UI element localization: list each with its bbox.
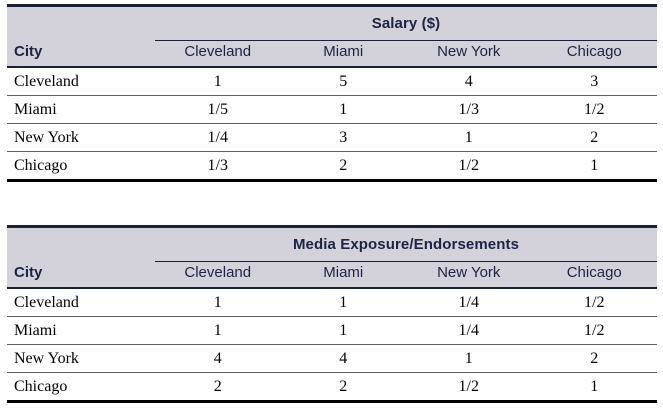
pairwise-table-media-exposure: Media Exposure/Endorsements City Clevela… bbox=[7, 225, 657, 403]
table-row: Chicago 2 2 1/2 1 bbox=[7, 373, 657, 400]
row-label: New York bbox=[14, 128, 79, 146]
table-title: Salary ($) bbox=[371, 15, 441, 32]
column-header: Cleveland bbox=[184, 264, 252, 281]
table-header-band: Salary ($) City Cleveland Miami New York… bbox=[7, 4, 657, 68]
cell: 1 bbox=[339, 321, 348, 339]
cell: 1 bbox=[213, 321, 222, 339]
column-header: Miami bbox=[323, 43, 364, 60]
table-row: Miami 1 1 1/4 1/2 bbox=[7, 317, 657, 345]
cell: 1 bbox=[590, 156, 599, 174]
cell: 2 bbox=[590, 128, 599, 146]
table-row: Chicago 1/3 2 1/2 1 bbox=[7, 152, 657, 179]
column-header: Cleveland bbox=[184, 43, 252, 60]
column-header-row: City Cleveland Miami New York Chicago bbox=[7, 264, 657, 281]
table-body: Cleveland 1 5 4 3 Miami 1/5 1 1/3 1/2 Ne… bbox=[7, 68, 657, 182]
column-header: New York bbox=[437, 264, 501, 281]
column-header-row: City Cleveland Miami New York Chicago bbox=[7, 43, 657, 60]
table-row: Cleveland 1 5 4 3 bbox=[7, 68, 657, 96]
table-row: Miami 1/5 1 1/3 1/2 bbox=[7, 96, 657, 124]
cell: 2 bbox=[339, 156, 348, 174]
cell: 1 bbox=[213, 293, 222, 311]
cell: 1 bbox=[339, 100, 348, 118]
cell: 1/5 bbox=[207, 100, 228, 118]
cell: 1/3 bbox=[207, 156, 228, 174]
corner-header: City bbox=[14, 43, 43, 60]
pairwise-table-salary: Salary ($) City Cleveland Miami New York… bbox=[7, 4, 657, 182]
cell: 1/2 bbox=[584, 321, 605, 339]
cell: 3 bbox=[590, 72, 599, 90]
cell: 5 bbox=[339, 72, 348, 90]
cell: 1/4 bbox=[458, 293, 479, 311]
cell: 2 bbox=[590, 349, 599, 367]
cell: 1/2 bbox=[584, 100, 605, 118]
cell: 3 bbox=[339, 128, 348, 146]
spanner-rule bbox=[155, 40, 657, 41]
row-label: Cleveland bbox=[14, 72, 79, 90]
cell: 2 bbox=[339, 377, 348, 395]
row-label: Chicago bbox=[14, 156, 68, 174]
cell: 1/3 bbox=[458, 100, 479, 118]
table-row: New York 4 4 1 2 bbox=[7, 345, 657, 373]
cell: 4 bbox=[213, 349, 222, 367]
cell: 4 bbox=[339, 349, 348, 367]
table-body: Cleveland 1 1 1/4 1/2 Miami 1 1 1/4 1/2 … bbox=[7, 289, 657, 403]
cell: 1/2 bbox=[458, 377, 479, 395]
column-header: Miami bbox=[323, 264, 364, 281]
column-header: New York bbox=[437, 43, 501, 60]
corner-header: City bbox=[14, 264, 43, 281]
column-header: Chicago bbox=[566, 43, 622, 60]
cell: 1/4 bbox=[207, 128, 228, 146]
row-label: Miami bbox=[14, 321, 57, 339]
table-header-band: Media Exposure/Endorsements City Clevela… bbox=[7, 225, 657, 289]
cell: 1 bbox=[213, 72, 222, 90]
table-row: Cleveland 1 1 1/4 1/2 bbox=[7, 289, 657, 317]
column-header: Chicago bbox=[566, 264, 622, 281]
cell: 1 bbox=[464, 128, 473, 146]
cell: 4 bbox=[464, 72, 473, 90]
cell: 1/4 bbox=[458, 321, 479, 339]
spanner-rule bbox=[155, 261, 657, 262]
table-row: New York 1/4 3 1 2 bbox=[7, 124, 657, 152]
cell: 1 bbox=[464, 349, 473, 367]
cell: 1 bbox=[590, 377, 599, 395]
cell: 1 bbox=[339, 293, 348, 311]
row-label: Cleveland bbox=[14, 293, 79, 311]
row-label: Chicago bbox=[14, 377, 68, 395]
cell: 1/2 bbox=[584, 293, 605, 311]
row-label: Miami bbox=[14, 100, 57, 118]
table-title: Media Exposure/Endorsements bbox=[292, 236, 520, 253]
cell: 1/2 bbox=[458, 156, 479, 174]
row-label: New York bbox=[14, 349, 79, 367]
cell: 2 bbox=[213, 377, 222, 395]
